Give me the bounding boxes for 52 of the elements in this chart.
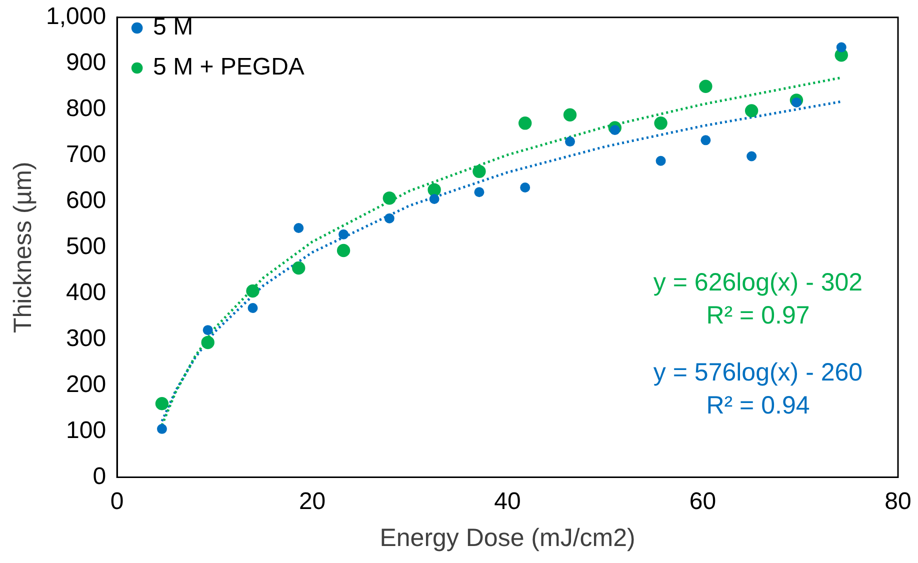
point xyxy=(201,336,214,350)
point xyxy=(338,229,349,240)
annotation: R² = 0.94 xyxy=(706,391,810,420)
x-axis-title: Energy Dose (mJ/cm2) xyxy=(380,524,636,552)
y-tick-label: 100 xyxy=(66,416,106,444)
y-tick-label: 800 xyxy=(66,94,106,122)
point xyxy=(248,302,258,313)
legend-label: 5 M xyxy=(153,14,194,41)
y-tick-label: 200 xyxy=(66,370,106,398)
point xyxy=(292,261,306,275)
point xyxy=(472,164,486,178)
y-tick-label: 0 xyxy=(92,462,106,490)
point xyxy=(429,194,440,204)
point xyxy=(520,182,530,193)
point xyxy=(518,116,532,130)
y-tick-label: 700 xyxy=(66,140,106,168)
annotation: R² = 0.97 xyxy=(706,301,810,330)
x-tick-label: 60 xyxy=(689,488,716,516)
point xyxy=(746,151,757,162)
point xyxy=(202,325,213,336)
x-tick-label: 20 xyxy=(298,488,326,516)
point xyxy=(699,80,712,93)
point xyxy=(246,284,260,298)
point xyxy=(656,156,666,166)
y-tick-label: 900 xyxy=(66,49,106,76)
y-tick-label: 1,000 xyxy=(46,3,106,30)
point xyxy=(565,136,576,147)
annotation: y = 576log(x) - 260 xyxy=(653,358,863,386)
point xyxy=(428,183,441,196)
point xyxy=(294,222,304,233)
y-axis-title: Thickness (µm) xyxy=(8,162,37,333)
point xyxy=(156,424,167,434)
point xyxy=(382,192,396,205)
point xyxy=(336,244,350,258)
y-tick-label: 600 xyxy=(66,186,106,214)
point xyxy=(563,108,577,122)
y-tick-label: 300 xyxy=(66,324,106,352)
legend-label: 5 M + PEGDA xyxy=(153,54,304,81)
annotation: y = 626log(x) - 302 xyxy=(653,268,863,296)
point xyxy=(474,187,484,198)
point xyxy=(384,213,394,224)
point xyxy=(155,397,169,410)
point xyxy=(654,116,668,130)
y-tick-label: 400 xyxy=(66,278,106,306)
point xyxy=(744,104,758,118)
x-tick-label: 0 xyxy=(110,488,124,516)
y-tick-label: 500 xyxy=(66,232,106,260)
point xyxy=(836,42,846,52)
x-tick-label: 80 xyxy=(884,488,912,516)
point xyxy=(610,125,620,136)
x-tick-label: 40 xyxy=(494,488,521,516)
point xyxy=(700,135,711,146)
